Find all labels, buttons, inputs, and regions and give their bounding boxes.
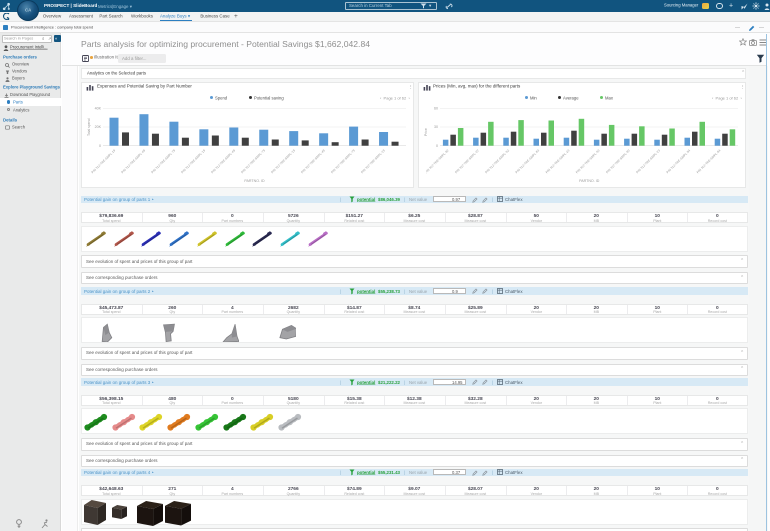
svg-text:40K: 40K — [95, 107, 102, 111]
svg-text:PARTNO. ID: PARTNO. ID — [579, 179, 600, 183]
svg-text:20K: 20K — [95, 125, 102, 129]
svg-text:0: 0 — [99, 144, 101, 148]
svg-text:PARTNO. ID: PARTNO. ID — [244, 179, 265, 183]
svg-text:P/N 312-TRE-SMPL-82: P/N 312-TRE-SMPL-82 — [426, 148, 450, 174]
svg-text:P/N 312-TRE-SMPL-83: P/N 312-TRE-SMPL-83 — [514, 148, 540, 174]
svg-text:P/N 312-TRE-SMPL-19: P/N 312-TRE-SMPL-19 — [91, 148, 117, 174]
svg-text:60: 60 — [434, 107, 438, 111]
svg-text:P/N 312-TRE-SMPL-79: P/N 312-TRE-SMPL-79 — [150, 148, 176, 174]
svg-text:P/N 312-TRE-SMPL-52: P/N 312-TRE-SMPL-52 — [484, 148, 510, 174]
svg-text:P/N 312-TRE-SMPL-49: P/N 312-TRE-SMPL-49 — [300, 148, 326, 174]
svg-text:P/N 312-TRE-SMPL-19: P/N 312-TRE-SMPL-19 — [270, 148, 296, 174]
svg-text:P/N 312-TRE-SMPL-84: P/N 312-TRE-SMPL-84 — [695, 148, 721, 174]
svg-text:0: 0 — [436, 144, 438, 148]
svg-text:P/N 312-TRE-SMPL-83: P/N 312-TRE-SMPL-83 — [605, 148, 631, 174]
svg-text:P/N 312-TRE-SMPL-19: P/N 312-TRE-SMPL-19 — [360, 148, 386, 174]
svg-text:P/N 312-TRE-SMPL-54: P/N 312-TRE-SMPL-54 — [665, 148, 691, 174]
svg-text:P/N 312-TRE-SMPL-22: P/N 312-TRE-SMPL-22 — [454, 148, 480, 174]
svg-text:P/N 312-TRE-SMPL-49: P/N 312-TRE-SMPL-49 — [120, 148, 146, 174]
svg-text:P/N 312-TRE-SMPL-49: P/N 312-TRE-SMPL-49 — [210, 148, 236, 174]
svg-text:P/N 312-TRE-SMPL-23: P/N 312-TRE-SMPL-23 — [544, 148, 570, 174]
svg-text:P/N 312-TRE-SMPL-23: P/N 312-TRE-SMPL-23 — [635, 148, 661, 174]
svg-text:P/N 312-TRE-SMPL-53: P/N 312-TRE-SMPL-53 — [574, 148, 600, 174]
svg-text:P/N 312-TRE-SMPL-79: P/N 312-TRE-SMPL-79 — [330, 148, 356, 174]
svg-text:P/N 312-TRE-SMPL-79: P/N 312-TRE-SMPL-79 — [240, 148, 266, 174]
svg-text:30: 30 — [434, 125, 438, 129]
svg-text:P/N 312-TRE-SMPL-19: P/N 312-TRE-SMPL-19 — [180, 148, 206, 174]
